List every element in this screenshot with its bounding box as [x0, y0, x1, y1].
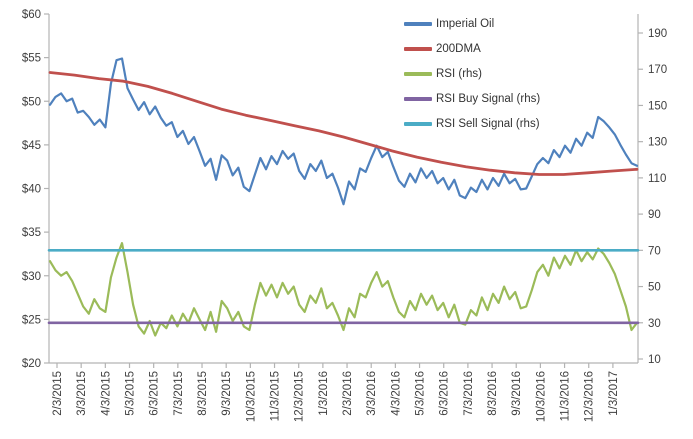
rsi-axis-label: 150: [648, 100, 667, 112]
date-axis-label: 6/3/2015: [149, 371, 161, 416]
date-axis-label: 5/3/2016: [415, 371, 427, 416]
date-axis-label: 10/3/2016: [535, 371, 547, 422]
date-axis-label: 7/3/2016: [463, 371, 475, 416]
chart-legend: Imperial Oil 200DMA RSI (rhs) RSI Buy Si…: [404, 11, 540, 136]
legend-item-imperial-oil[interactable]: Imperial Oil: [404, 11, 540, 36]
date-axis-label: 11/3/2016: [560, 371, 572, 421]
rsi-rhs-line: [48, 242, 639, 337]
legend-swatch-200dma: [404, 46, 432, 51]
legend-swatch-rsi-buy-signal: [404, 96, 432, 101]
date-axis-label: 9/3/2016: [511, 371, 523, 416]
price-axis-label: $25: [22, 314, 41, 326]
date-axis-label: 2/3/2016: [342, 371, 354, 416]
legend-swatch-rsi-sell-signal: [404, 121, 432, 126]
price-axis-label: $20: [22, 358, 41, 370]
legend-label-imperial-oil: Imperial Oil: [436, 17, 495, 30]
date-axis-label: 3/3/2015: [76, 371, 88, 416]
price-axis-label: $40: [22, 184, 41, 196]
price-axis-label: $55: [22, 53, 41, 65]
date-axis-label: 12/3/2015: [294, 371, 306, 422]
date-axis-label: 11/3/2015: [270, 371, 282, 421]
date-axis-label: 4/3/2015: [100, 371, 112, 416]
date-axis-label: 9/3/2015: [221, 371, 233, 416]
date-axis-label: 1/3/2017: [608, 371, 620, 416]
legend-label-rsi-buy-signal: RSI Buy Signal (rhs): [436, 92, 541, 105]
rsi-axis-label: 50: [648, 282, 661, 294]
date-axis-label: 7/3/2015: [173, 371, 185, 416]
date-axis-label: 10/3/2015: [245, 371, 257, 422]
rsi-axis-label: 190: [648, 28, 667, 40]
imperial-oil-line: [48, 57, 639, 206]
price-axis-label: $35: [22, 227, 41, 239]
rsi-axis-label: 130: [648, 137, 667, 149]
legend-swatch-rsi: [404, 71, 432, 76]
rsi-axis-label: 90: [648, 209, 661, 221]
rsi-axis-label: 10: [648, 354, 661, 366]
price-axis-label: $60: [22, 9, 41, 21]
date-axis-label: 5/3/2015: [125, 371, 137, 416]
date-axis-label: 12/3/2016: [584, 371, 596, 422]
legend-item-rsi-sell-signal[interactable]: RSI Sell Signal (rhs): [404, 111, 540, 136]
date-axis-label: 2/3/2015: [52, 371, 64, 416]
rsi-axis-label: 110: [648, 173, 666, 185]
date-axis-label: 4/3/2016: [390, 371, 402, 416]
legend-swatch-imperial-oil: [404, 21, 432, 26]
price-axis-label: $30: [22, 271, 41, 283]
legend-item-rsi-buy-signal[interactable]: RSI Buy Signal (rhs): [404, 86, 540, 111]
price-axis-label: $45: [22, 140, 41, 152]
price-axis-label: $50: [22, 96, 41, 108]
legend-label-rsi-sell-signal: RSI Sell Signal (rhs): [436, 117, 540, 130]
200dma-line: [48, 71, 639, 176]
date-axis-label: 8/3/2016: [487, 371, 499, 416]
legend-label-200dma: 200DMA: [436, 42, 481, 55]
date-axis-label: 8/3/2015: [197, 371, 209, 416]
date-axis-label: 6/3/2016: [439, 371, 451, 416]
rsi-axis-label: 70: [648, 245, 661, 257]
rsi-axis-label: 30: [648, 318, 661, 330]
legend-item-200dma[interactable]: 200DMA: [404, 36, 540, 61]
date-axis-label: 1/3/2016: [318, 371, 330, 416]
legend-label-rsi: RSI (rhs): [436, 67, 482, 80]
rsi-axis-label: 170: [648, 64, 667, 76]
legend-item-rsi[interactable]: RSI (rhs): [404, 61, 540, 86]
date-axis-label: 3/3/2016: [366, 371, 378, 416]
